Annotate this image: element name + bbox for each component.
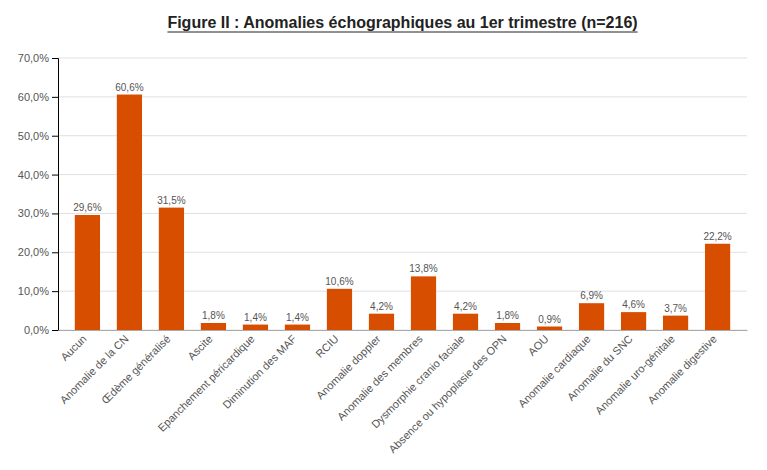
bar xyxy=(621,312,646,330)
y-tick-mark xyxy=(52,175,58,176)
y-tick: 30,0% xyxy=(18,207,58,219)
y-tick: 70,0% xyxy=(18,52,58,64)
y-tick: 0,0% xyxy=(24,324,58,336)
x-tick-label: Œdème généralisé xyxy=(99,332,173,406)
bar xyxy=(159,208,184,330)
bar xyxy=(327,289,352,330)
data-labels: 29,6% 60,6% 31,5% 1,8% 1,4% 1,4% 10,6% 4,2% 13,8… xyxy=(73,82,732,325)
x-tick-label: Absence ou hypoplasie des OPN xyxy=(386,332,509,455)
y-tick-mark xyxy=(52,58,58,59)
x-tick-label: Anomalie de la CN xyxy=(57,332,130,405)
data-label: 10,6% xyxy=(325,276,353,287)
x-tick: Anomalie cardiaque xyxy=(516,330,593,410)
data-label: 60,6% xyxy=(115,82,143,93)
x-tick: Ascite xyxy=(185,330,215,362)
bar xyxy=(495,323,520,330)
x-tick: Anomalie des membres xyxy=(335,330,426,423)
x-tick: Anomalie uro-génitale xyxy=(593,330,677,417)
y-tick-label: 50,0% xyxy=(18,130,49,142)
x-axis-line xyxy=(59,330,748,331)
x-axis: AucunAnomalie de la CNŒdème généralisé As… xyxy=(57,330,747,455)
grid xyxy=(58,58,747,330)
y-tick: 20,0% xyxy=(18,246,58,258)
bar xyxy=(117,95,142,330)
y-tick-mark xyxy=(52,213,58,214)
y-tick-label: 60,0% xyxy=(18,91,49,103)
plot: 0,0% 10,0% 20,0% 30,0% 40,0% 50,0% 60,0% 70,0% A… xyxy=(18,52,748,455)
x-tick-label: Anomalie uro-génitale xyxy=(593,332,677,416)
bar xyxy=(201,323,226,330)
grid-line xyxy=(58,58,747,59)
grid-line xyxy=(58,174,747,175)
y-tick-mark xyxy=(52,97,58,98)
data-label: 1,4% xyxy=(244,312,267,323)
x-tick: RCIU xyxy=(313,330,341,360)
x-tick-label: Diminution des MAF xyxy=(220,332,299,411)
x-tick-label: Anomalie des membres xyxy=(335,332,426,423)
x-tick-label: RCIU xyxy=(313,332,341,360)
data-label: 4,2% xyxy=(454,301,477,312)
y-tick-mark xyxy=(52,330,58,331)
y-tick-mark xyxy=(52,291,58,292)
y-axis-line xyxy=(52,59,59,331)
chart: 0,0% 10,0% 20,0% 30,0% 40,0% 50,0% 60,0% 70,0% A… xyxy=(0,0,767,470)
y-tick: 60,0% xyxy=(18,91,58,103)
y-axis: 0,0% 10,0% 20,0% 30,0% 40,0% 50,0% 60,0% 70,0% xyxy=(18,52,59,336)
y-tick: 50,0% xyxy=(18,130,58,142)
x-tick: Œdème généralisé xyxy=(99,330,173,406)
y-tick-label: 40,0% xyxy=(18,169,49,181)
bar xyxy=(285,325,310,330)
data-label: 13,8% xyxy=(409,263,437,274)
x-tick: Aucun xyxy=(58,330,89,363)
data-label: 29,6% xyxy=(73,202,101,213)
x-tick: AOU xyxy=(526,330,551,358)
data-label: 31,5% xyxy=(157,195,185,206)
bar xyxy=(705,244,730,330)
bar xyxy=(663,316,688,330)
bar xyxy=(453,314,478,330)
y-tick: 40,0% xyxy=(18,169,58,181)
x-tick-label: AOU xyxy=(526,332,551,357)
x-tick-label: Aucun xyxy=(58,332,89,363)
grid-line xyxy=(58,96,747,97)
y-tick-label: 30,0% xyxy=(18,207,49,219)
y-tick-label: 10,0% xyxy=(18,285,49,297)
bar xyxy=(537,327,562,330)
title-underline xyxy=(167,32,637,33)
data-label: 6,9% xyxy=(580,290,603,301)
x-tick-label: Ascite xyxy=(185,332,215,362)
bar xyxy=(411,276,436,330)
bar xyxy=(369,314,394,330)
data-label: 4,2% xyxy=(370,301,393,312)
data-label: 22,2% xyxy=(703,231,731,242)
data-label: 0,9% xyxy=(538,314,561,325)
data-label: 1,8% xyxy=(496,310,519,321)
y-tick-label: 0,0% xyxy=(24,324,49,336)
x-tick: Anomalie digestive xyxy=(645,330,719,406)
grid-line xyxy=(58,135,747,136)
x-tick-label: Anomalie digestive xyxy=(645,332,719,406)
bar xyxy=(75,215,100,330)
y-tick-label: 70,0% xyxy=(18,52,49,64)
data-label: 3,7% xyxy=(664,303,687,314)
y-tick-mark xyxy=(52,252,58,253)
title: Figure II : Anomalies échographiques au … xyxy=(167,14,637,31)
x-tick: Absence ou hypoplasie des OPN xyxy=(386,330,509,455)
y-tick-mark xyxy=(52,136,58,137)
data-label: 1,8% xyxy=(202,310,225,321)
y-tick-label: 20,0% xyxy=(18,246,49,258)
bar xyxy=(243,325,268,330)
data-label: 1,4% xyxy=(286,312,309,323)
bar xyxy=(579,303,604,330)
x-tick: Anomalie de la CN xyxy=(57,330,130,406)
bars xyxy=(75,95,730,330)
data-label: 4,6% xyxy=(622,299,645,310)
x-tick: Diminution des MAF xyxy=(220,330,299,411)
y-tick: 10,0% xyxy=(18,285,58,297)
x-tick-label: Anomalie cardiaque xyxy=(516,332,593,409)
